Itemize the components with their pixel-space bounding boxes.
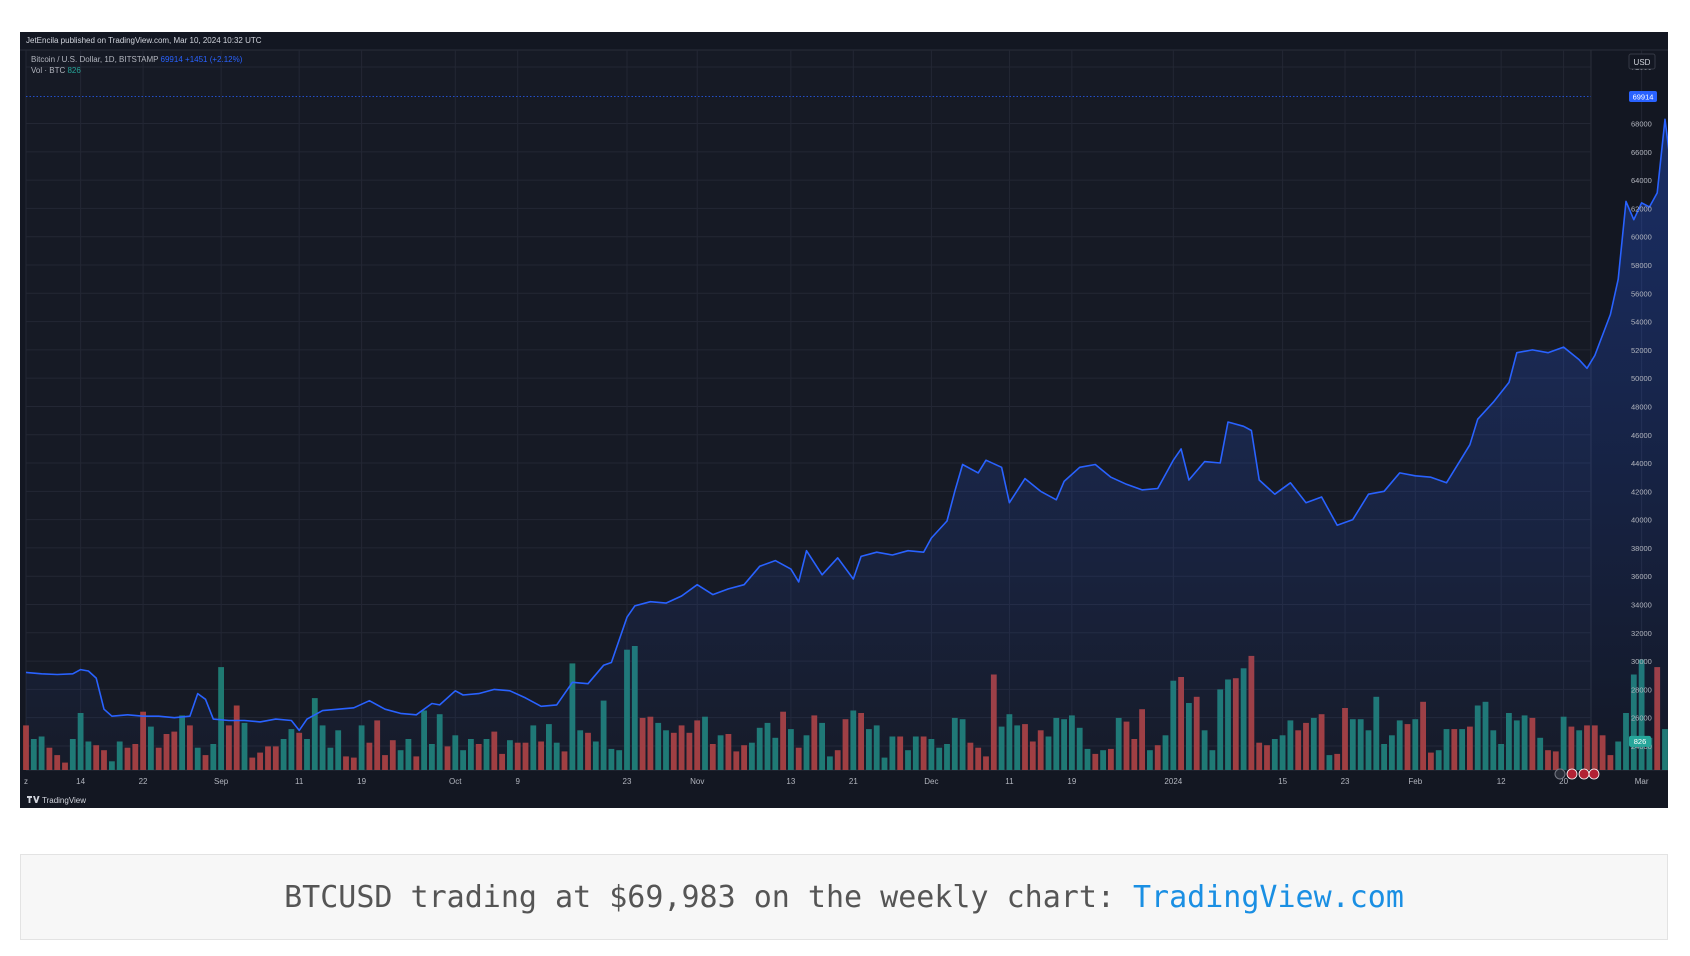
last-volume-tag: 826 [1629, 735, 1651, 747]
price-tick-label: 42000 [1631, 487, 1652, 496]
price-tick-label: 68000 [1631, 120, 1652, 129]
time-tick-label: Mar [1635, 777, 1649, 786]
legend-volume[interactable]: Vol · BTC 826 [31, 66, 81, 75]
time-tick-label: 2024 [1164, 777, 1182, 786]
chart-frame: 2400026000280003000032000340003600038000… [20, 32, 1668, 808]
price-tick-label: 62000 [1631, 204, 1652, 213]
price-tick-label: 50000 [1631, 374, 1652, 383]
price-tick-label: 38000 [1631, 544, 1652, 553]
currency-button-box[interactable] [1628, 53, 1656, 70]
caption-text: BTCUSD trading at $69,983 on the weekly … [284, 879, 1115, 915]
caption-link[interactable]: TradingView.com [1132, 879, 1404, 915]
event-flag-icon[interactable] [1588, 768, 1600, 780]
time-tick-label: 22 [139, 777, 148, 786]
time-tick-label: 11 [1005, 777, 1014, 786]
price-tick-label: 46000 [1631, 431, 1652, 440]
time-tick-label: Sep [214, 777, 229, 786]
price-tick-label: 58000 [1631, 261, 1652, 270]
time-tick-label: 23 [623, 777, 632, 786]
time-tick-label: 11 [295, 777, 304, 786]
price-tick-label: 44000 [1631, 459, 1652, 468]
legend-volume-label: Vol · BTC [31, 66, 65, 75]
price-line [25, 118, 1668, 732]
price-tick-label: 30000 [1631, 657, 1652, 666]
price-tick-label: 60000 [1631, 233, 1652, 242]
price-tick-label: 64000 [1631, 176, 1652, 185]
chart-canvas[interactable]: 2400026000280003000032000340003600038000… [20, 32, 1668, 808]
time-tick-label: 13 [786, 777, 795, 786]
time-tick-label: 19 [1067, 777, 1076, 786]
tradingview-logo[interactable]: TradingView [27, 796, 86, 805]
time-tick-label: Nov [690, 777, 704, 786]
time-tick-label: Feb [1408, 777, 1422, 786]
time-tick-label: 12 [1497, 777, 1506, 786]
time-tick-label: 14 [76, 777, 85, 786]
time-tick-label: 23 [1341, 777, 1350, 786]
time-tick-label: 9 [515, 777, 520, 786]
last-price-tag: 69914 [1629, 91, 1657, 102]
legend-symbol-name: Bitcoin / U.S. Dollar, 1D, BITSTAMP [31, 55, 158, 64]
price-tick-label: 48000 [1631, 402, 1652, 411]
legend-change: +1451 (+2.12%) [185, 55, 243, 64]
price-tick-label: 34000 [1631, 600, 1652, 609]
last-price-tag-label: 69914 [1633, 92, 1654, 101]
price-area [25, 96, 1668, 770]
last-volume-tag-bg [1629, 735, 1651, 747]
price-tick-label: 28000 [1631, 685, 1652, 694]
price-tick-label: 32000 [1631, 629, 1652, 638]
time-tick-label: Oct [449, 777, 462, 786]
price-tick-label: 40000 [1631, 516, 1652, 525]
time-tick-label: 15 [1278, 777, 1287, 786]
caption-box: BTCUSD trading at $69,983 on the weekly … [20, 854, 1668, 940]
time-tick-label: Dec [924, 777, 938, 786]
event-flag-icon[interactable] [1566, 768, 1578, 780]
time-tick-label: z [24, 777, 28, 786]
currency-button[interactable]: USD [1634, 58, 1651, 67]
published-header: JetEncila published on TradingView.com, … [26, 36, 262, 45]
time-tick-label: 20 [1559, 777, 1568, 786]
time-tick-label: 19 [357, 777, 366, 786]
last-price-tag-bg [1629, 91, 1657, 102]
tradingview-brand: TradingView [42, 796, 86, 805]
price-tick-label: 54000 [1631, 318, 1652, 327]
time-tick-label: 21 [849, 777, 858, 786]
time-axis[interactable]: z 14 22 Sep 11 19 Oct 9 23 Nov 13 21 Dec 11 19 2024 15 23… [24, 777, 1668, 786]
legend-price: 69914 [161, 55, 184, 64]
price-area-fill [26, 119, 1668, 770]
last-volume-tag-label: 826 [1634, 737, 1647, 746]
price-tick-label: 36000 [1631, 572, 1652, 581]
price-tick-label: 52000 [1631, 346, 1652, 355]
price-tick-label: 56000 [1631, 289, 1652, 298]
tradingview-logo-icon [27, 796, 40, 803]
legend-symbol[interactable]: Bitcoin / U.S. Dollar, 1D, BITSTAMP 6991… [31, 55, 243, 64]
price-tick-label: 26000 [1631, 714, 1652, 723]
event-flag-icon[interactable] [1578, 768, 1590, 780]
event-lightning-icon[interactable] [1554, 768, 1566, 780]
event-markers[interactable] [1554, 768, 1600, 780]
price-tick-label: 66000 [1631, 148, 1652, 157]
volume-bar [218, 667, 224, 770]
legend-volume-value: 826 [67, 66, 81, 75]
